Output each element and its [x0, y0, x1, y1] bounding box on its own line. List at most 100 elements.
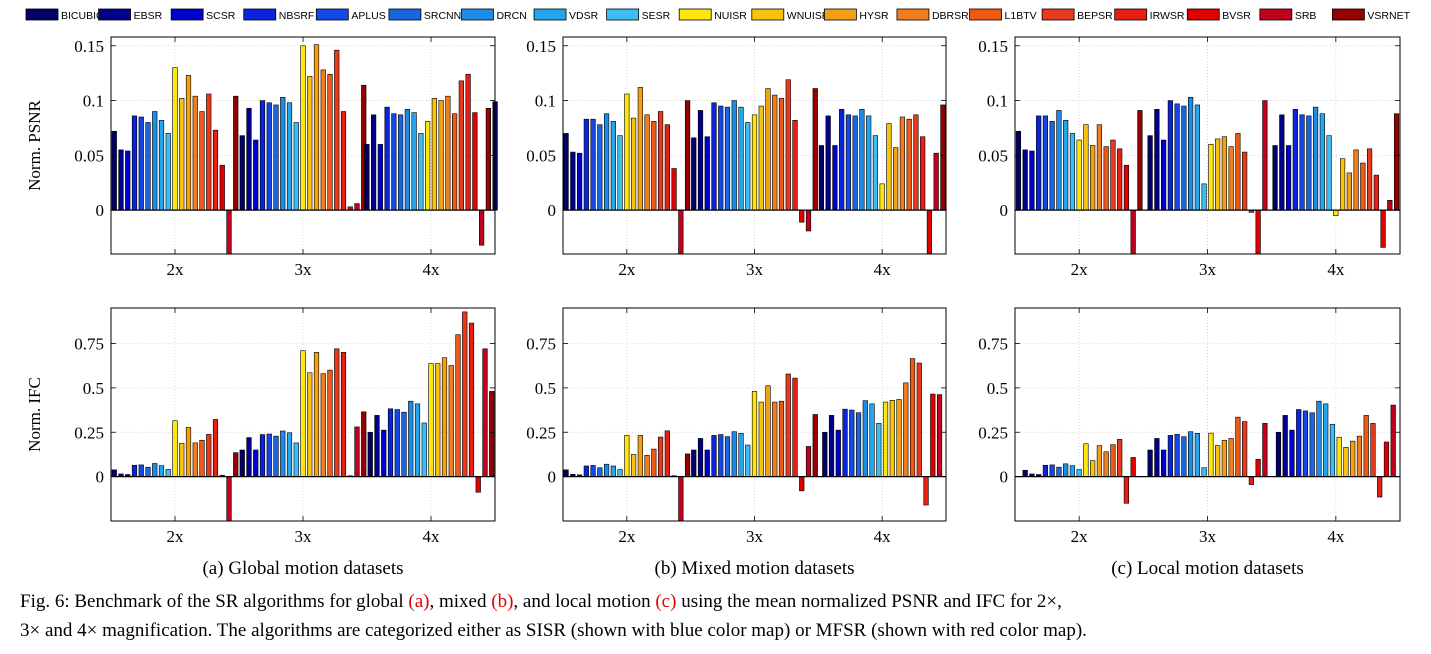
legend-label-bicubic: BICUBIC	[61, 10, 104, 22]
bar-4x-16	[475, 476, 481, 493]
bar-2x-14	[206, 93, 212, 211]
bar-2x-3	[1036, 115, 1042, 211]
bar-2x-11	[637, 435, 643, 477]
x-tick-label: 2x	[167, 527, 185, 546]
bar-2x-1	[118, 149, 124, 211]
bar-4x-0	[364, 144, 370, 211]
bar-2x-1	[1022, 149, 1028, 211]
legend-label-vsrnet: VSRNET	[1367, 10, 1410, 22]
bar-2x-7	[158, 465, 165, 477]
bar-3x-6	[280, 430, 286, 477]
bar-3x-5	[724, 436, 731, 477]
bar-4x-0	[818, 145, 825, 211]
legend-swatch-srb	[1259, 8, 1293, 21]
bar-4x-5	[852, 115, 858, 211]
bar-4x-4	[1299, 114, 1305, 211]
bar-3x-18	[812, 88, 818, 211]
bar-4x-16	[1380, 209, 1386, 248]
bar-2x-4	[590, 118, 596, 211]
bar-3x-13	[327, 73, 333, 211]
bar-2x-18	[684, 453, 691, 477]
bar-4x-1	[825, 115, 831, 211]
bar-3x-18	[812, 414, 818, 477]
bar-2x-0	[1022, 469, 1028, 477]
bar-2x-13	[199, 111, 205, 211]
caption-ref-a[interactable]: (a)	[408, 591, 430, 612]
bar-3x-17	[805, 446, 812, 477]
bar-2x-18	[233, 95, 239, 211]
bar-4x-12	[899, 116, 906, 211]
legend-swatch-srcnn	[388, 8, 422, 21]
bar-3x-7	[738, 106, 744, 211]
bar-2x-9	[624, 435, 630, 477]
bar-4x-2	[381, 429, 387, 477]
bar-3x-15	[1248, 476, 1254, 485]
bar-3x-8	[745, 122, 751, 211]
y-tick-label: 0.1	[535, 92, 556, 111]
bar-3x-2	[253, 139, 259, 211]
bar-3x-3	[1167, 100, 1173, 211]
bar-3x-12	[1228, 146, 1234, 211]
bar-3x-16	[799, 209, 805, 223]
bar-4x-3	[842, 408, 848, 477]
bar-4x-9	[428, 363, 434, 477]
bar-2x-6	[603, 113, 610, 211]
bar-2x-7	[158, 119, 165, 211]
legend-swatch-drcn	[461, 8, 494, 21]
bar-3x-10	[307, 76, 313, 211]
bar-3x-5	[1181, 436, 1187, 477]
bar-2x-7	[610, 465, 616, 477]
bar-3x-6	[731, 100, 737, 211]
caption-ref-c[interactable]: (c)	[655, 591, 677, 612]
bar-2x-13	[1103, 146, 1109, 211]
bar-2x-3	[1042, 464, 1049, 477]
bar-3x-1	[246, 107, 252, 211]
caption-text-5: 3× and 4× magnification. The algorithms …	[20, 620, 1087, 641]
bar-4x-17	[479, 209, 485, 246]
bar-4x-15	[465, 73, 471, 211]
y-tick-label: 0.25	[74, 423, 104, 442]
bar-3x-13	[327, 369, 333, 477]
bar-4x-14	[462, 311, 468, 477]
bar-2x-0	[1015, 130, 1022, 211]
bar-4x-11	[1346, 172, 1352, 211]
bar-2x-18	[1137, 110, 1143, 211]
bar-2x-17	[226, 209, 232, 255]
bar-2x-11	[185, 427, 192, 477]
x-tick-label: 2x	[167, 260, 185, 279]
bar-4x-1	[1282, 415, 1288, 477]
bar-3x-0	[1147, 449, 1153, 477]
bar-3x-5	[273, 435, 279, 477]
bar-2x-11	[1090, 145, 1096, 211]
x-tick-label: 3x	[1199, 527, 1217, 546]
bar-2x-14	[1117, 439, 1123, 477]
bar-2x-6	[152, 463, 158, 477]
bar-2x-2	[576, 152, 583, 211]
bar-3x-0	[239, 135, 245, 211]
bar-2x-3	[131, 115, 138, 211]
legend-swatch-nbsrf	[243, 8, 277, 21]
bar-4x-12	[1353, 149, 1359, 211]
bar-2x-6	[1056, 110, 1062, 211]
x-tick-label: 3x	[295, 527, 313, 546]
bar-2x-2	[1029, 150, 1035, 211]
bar-2x-7	[1069, 465, 1076, 477]
bar-2x-5	[145, 466, 151, 477]
bar-4x-7	[1323, 403, 1329, 477]
caption-ref-b[interactable]: (b)	[491, 591, 514, 612]
bar-2x-5	[145, 122, 151, 211]
bar-3x-5	[1181, 105, 1187, 211]
bar-2x-7	[610, 121, 616, 211]
figure-caption-line-1: Fig. 6: Benchmark of the SR algorithms f…	[20, 590, 1420, 614]
legend-swatch-irwsr	[1114, 8, 1148, 21]
bar-4x-6	[1312, 106, 1319, 211]
bar-4x-13	[455, 334, 461, 477]
bar-3x-8	[1201, 183, 1207, 211]
bar-2x-12	[1096, 124, 1103, 211]
bar-2x-17	[678, 209, 684, 255]
bar-3x-6	[1188, 431, 1194, 477]
y-tick-label: 0.05	[978, 146, 1008, 165]
bar-3x-15	[340, 352, 347, 477]
y-tick-label: 0.75	[74, 335, 104, 354]
bar-2x-10	[179, 98, 185, 211]
